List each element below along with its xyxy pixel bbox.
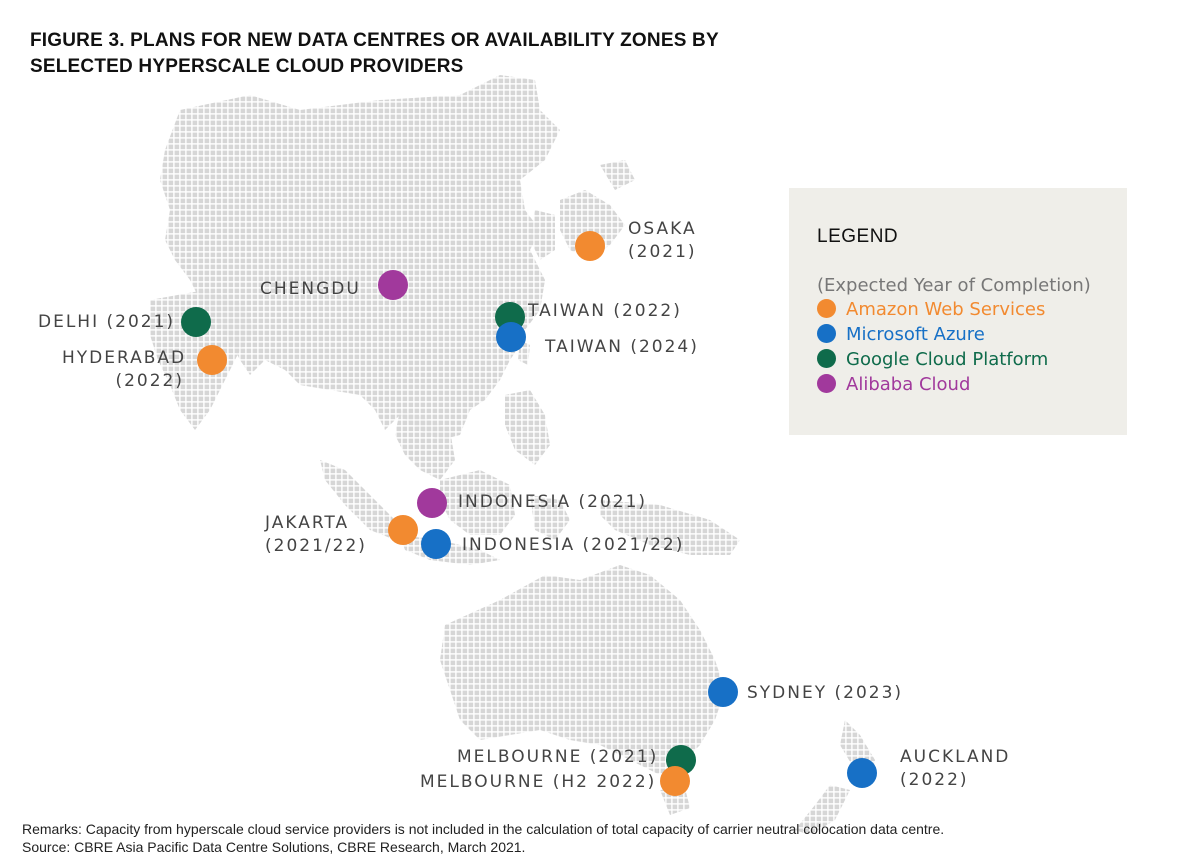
papua-landmass	[600, 500, 740, 555]
legend-swatch-gcp	[817, 349, 836, 368]
delhi-label: DELHI (2021)	[38, 312, 176, 332]
figure-title: FIGURE 3. PLANS FOR NEW DATA CENTRES OR …	[30, 30, 719, 77]
korea-landmass	[530, 210, 555, 260]
legend-item-alibaba: Alibaba Cloud	[817, 374, 970, 395]
southeast-asia-landmass	[395, 410, 455, 480]
jakarta-aws-marker[interactable]	[388, 515, 418, 545]
hyderabad-aws-marker[interactable]	[197, 345, 227, 375]
source-line: Source: CBRE Asia Pacific Data Centre So…	[22, 839, 526, 855]
osaka-label: OSAKA (2021)	[628, 219, 697, 262]
remarks-footer: Remarks: Capacity from hyperscale cloud …	[22, 820, 944, 856]
new-zealand-south-landmass	[795, 785, 850, 835]
borneo-landmass	[440, 470, 515, 535]
auckland-azure-marker[interactable]	[847, 758, 877, 788]
indonesia-2021-22-label: INDONESIA (2021/22)	[462, 535, 685, 555]
melbourne-h2-2022-label: MELBOURNE (H2 2022)	[420, 772, 657, 792]
melbourne-h2-2022-aws-marker[interactable]	[660, 766, 690, 796]
remarks-line: Remarks: Capacity from hyperscale cloud …	[22, 821, 945, 837]
legend-subtitle: (Expected Year of Completion)	[817, 275, 1091, 296]
legend-item-azure: Microsoft Azure	[817, 324, 985, 345]
hyderabad-label: HYDERABAD (2022)	[62, 348, 187, 391]
taiwan-2024-label: TAIWAN (2024)	[545, 337, 699, 357]
tasmania-landmass	[660, 788, 690, 815]
legend-item-aws: Amazon Web Services	[817, 299, 1045, 320]
legend-item-gcp: Google Cloud Platform	[817, 349, 1048, 370]
hokkaido-landmass	[600, 160, 635, 190]
chengdu-alibaba-marker[interactable]	[378, 270, 408, 300]
indonesia-2021-label: INDONESIA (2021)	[458, 492, 648, 512]
delhi-gcp-marker[interactable]	[181, 307, 211, 337]
taiwan-2024-azure-marker[interactable]	[496, 322, 526, 352]
auckland-label: AUCKLAND (2022)	[900, 747, 1011, 790]
jakarta-label: JAKARTA (2021/22)	[265, 513, 367, 556]
taiwan-2022-label: TAIWAN (2022)	[528, 301, 682, 321]
sydney-label: SYDNEY (2023)	[747, 683, 904, 703]
asia-mainland-landmass	[160, 75, 560, 440]
sumatra-landmass	[320, 460, 400, 540]
sydney-azure-marker[interactable]	[708, 677, 738, 707]
legend-box: LEGEND (Expected Year of Completion) Ama…	[789, 188, 1127, 435]
legend-title: LEGEND	[817, 226, 899, 247]
osaka-aws-marker[interactable]	[575, 231, 605, 261]
legend-swatch-aws	[817, 299, 836, 318]
sulawesi-landmass	[530, 495, 570, 540]
legend-swatch-azure	[817, 324, 836, 343]
australia-landmass	[440, 565, 725, 775]
legend-swatch-alibaba	[817, 374, 836, 393]
melbourne-2021-label: MELBOURNE (2021)	[457, 747, 659, 767]
philippines-landmass	[505, 390, 550, 465]
indonesia-2021-alibaba-marker[interactable]	[417, 488, 447, 518]
indonesia-2021-22-azure-marker[interactable]	[421, 529, 451, 559]
chengdu-label: CHENGDU	[260, 279, 361, 299]
